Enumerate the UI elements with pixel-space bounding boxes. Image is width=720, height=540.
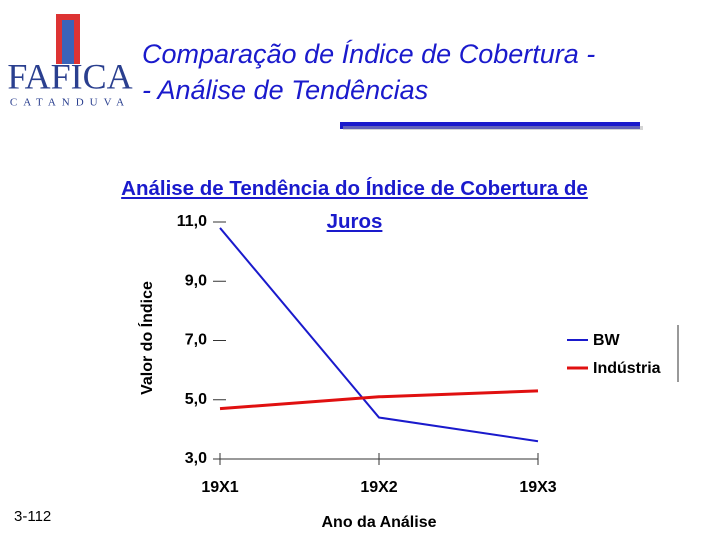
y-axis-label: Valor do Índice (137, 281, 156, 395)
legend-label: BW (593, 332, 621, 349)
logo-name: FAFICA (7, 56, 132, 96)
series-line (219, 389, 539, 411)
x-axis-label: Ano da Análise (322, 514, 437, 531)
series-line (219, 227, 539, 443)
title-line: Comparação de Índice de Cobertura - (142, 39, 596, 69)
chart-title: Análise de Tendência do Índice de Cobert… (121, 177, 588, 233)
slide-title: Comparação de Índice de Cobertura - - An… (142, 36, 595, 108)
title-rule (340, 122, 640, 129)
y-tick-label: 3,0 (185, 450, 207, 467)
page-number: 3-112 (14, 508, 51, 525)
y-tick-label: 9,0 (185, 272, 207, 289)
logo-building (62, 20, 74, 64)
x-tick-label: 19X3 (519, 479, 556, 496)
legend-label: Indústria (593, 360, 661, 377)
title-line: - Análise de Tendências (142, 75, 429, 105)
logo-subtitle: CATANDUVA (10, 97, 130, 109)
y-tick-label: 11,0 (177, 213, 207, 230)
title-rule-shadow (343, 126, 643, 130)
y-tick-label: 5,0 (185, 391, 207, 408)
x-tick-label: 19X1 (201, 479, 238, 496)
y-tick-label: 7,0 (185, 332, 207, 349)
x-tick-label: 19X2 (360, 479, 397, 496)
